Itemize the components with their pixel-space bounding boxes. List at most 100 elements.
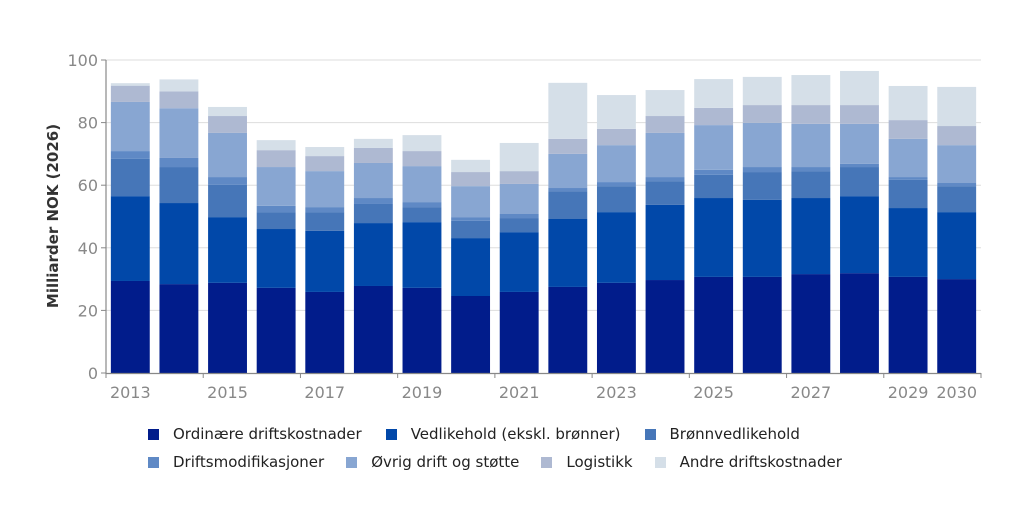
bar-segment	[402, 287, 442, 373]
bar-segment	[694, 79, 734, 108]
legend-item-logistikk: Logistikk	[541, 453, 633, 471]
bar-segment	[305, 291, 345, 373]
legend-row-1: Ordinære driftskostnader Vedlikehold (ek…	[148, 420, 968, 448]
bar-segment	[791, 274, 831, 373]
legend-swatch	[644, 428, 656, 440]
bar-segment	[937, 279, 977, 373]
bar-segment	[694, 169, 734, 175]
bar-segment	[159, 108, 199, 158]
legend-label: Vedlikehold (ekskl. brønner)	[410, 425, 621, 443]
bar-segment	[256, 212, 296, 230]
bar-segment	[402, 202, 442, 208]
bar-segment	[694, 125, 734, 170]
legend-label: Logistikk	[566, 453, 633, 471]
bar-segment	[596, 212, 636, 283]
bar-segment	[110, 196, 150, 281]
legend-item-driftsmodifikasjoner: Driftsmodifikasjoner	[148, 453, 324, 471]
bar-segment	[937, 186, 977, 213]
bar-segment	[645, 280, 685, 373]
bar-segment	[645, 181, 685, 205]
bar-segment	[888, 179, 928, 209]
bar-segment	[402, 222, 442, 288]
bar-stack-2028	[840, 70, 879, 373]
bar-segment	[256, 140, 296, 151]
bar-stack-2023	[596, 95, 636, 373]
bar-segment	[305, 156, 345, 172]
bar-segment	[451, 172, 491, 187]
legend-item-andre: Andre driftskostnader	[654, 453, 842, 471]
x-tick-label: 2017	[304, 383, 345, 402]
bar-segment	[596, 282, 636, 373]
bar-segment	[256, 205, 296, 213]
gridlines	[106, 59, 981, 311]
bar-segment	[402, 207, 442, 223]
bar-segment	[694, 276, 734, 373]
legend-label: Driftsmodifikasjoner	[173, 453, 325, 471]
bar-segment	[937, 126, 977, 146]
bar-segment	[110, 83, 150, 86]
x-tick-label: 2025	[693, 383, 734, 402]
bar-segment	[353, 203, 393, 224]
bar-segment	[596, 95, 636, 129]
legend-label: Andre driftskostnader	[679, 453, 842, 471]
legend-swatch	[148, 456, 159, 468]
bar-segment	[499, 232, 539, 292]
bar-segment	[937, 145, 977, 184]
bar-segment	[694, 174, 734, 199]
bar-segment	[888, 276, 928, 373]
bar-segment	[159, 203, 199, 285]
bar-stack-2029	[888, 85, 928, 373]
bar-segment	[645, 132, 685, 178]
bar-segment	[596, 128, 636, 146]
bar-segment	[451, 159, 491, 173]
bar-segment	[548, 138, 588, 154]
bar-stack-2017	[305, 147, 345, 373]
bar-segment	[402, 166, 442, 203]
legend-item-ordinaere: Ordinære driftskostnader	[148, 425, 362, 443]
bar-stack-2030	[937, 86, 977, 373]
bar-segment	[840, 273, 879, 373]
x-tick-label: 2013	[110, 383, 151, 402]
bar-segment	[353, 198, 393, 204]
x-tick-label: 2015	[207, 383, 248, 402]
bar-segment	[645, 177, 685, 182]
bar-segment	[499, 183, 539, 214]
legend-label: Øvrig drift og støtte	[371, 453, 520, 471]
bar-segment	[888, 85, 928, 121]
bar-segment	[305, 207, 345, 213]
bar-segment	[451, 186, 491, 218]
bar-segment	[645, 90, 685, 117]
y-tick-label: 20	[78, 301, 98, 320]
bar-segment	[305, 212, 345, 231]
y-ticks: 0 20 40 60 80 100	[67, 51, 106, 383]
y-tick-label: 60	[78, 176, 98, 195]
bar-stack-2015	[208, 106, 247, 373]
bar-segment	[791, 171, 831, 199]
bar-segment	[840, 123, 879, 164]
bar-segment	[499, 218, 539, 233]
y-tick-label: 0	[88, 364, 98, 383]
bar-segment	[256, 167, 296, 206]
bar-segment	[840, 163, 879, 168]
bar-segment	[596, 182, 636, 187]
x-tick-label: 2023	[596, 383, 637, 402]
bar-segment	[937, 86, 977, 127]
bar-segment	[305, 230, 345, 292]
bar-segment	[548, 191, 588, 220]
bar-segment	[451, 238, 491, 297]
y-tick-label: 40	[78, 239, 98, 258]
bar-segment	[548, 153, 588, 189]
bar-segment	[305, 147, 345, 157]
bar-segment	[256, 150, 296, 168]
legend-swatch	[541, 456, 553, 468]
bar-stack-2014	[159, 79, 199, 373]
bar-segment	[694, 198, 734, 277]
bar-segment	[742, 167, 782, 173]
bar-segment	[742, 105, 782, 123]
bar-segment	[110, 85, 150, 102]
bar-segment	[208, 132, 247, 178]
legend-item-vedlikehold: Vedlikehold (ekskl. brønner)	[385, 425, 621, 443]
bar-segment	[402, 151, 442, 167]
bar-stack-2018	[353, 138, 393, 373]
bar-segment	[499, 213, 539, 219]
